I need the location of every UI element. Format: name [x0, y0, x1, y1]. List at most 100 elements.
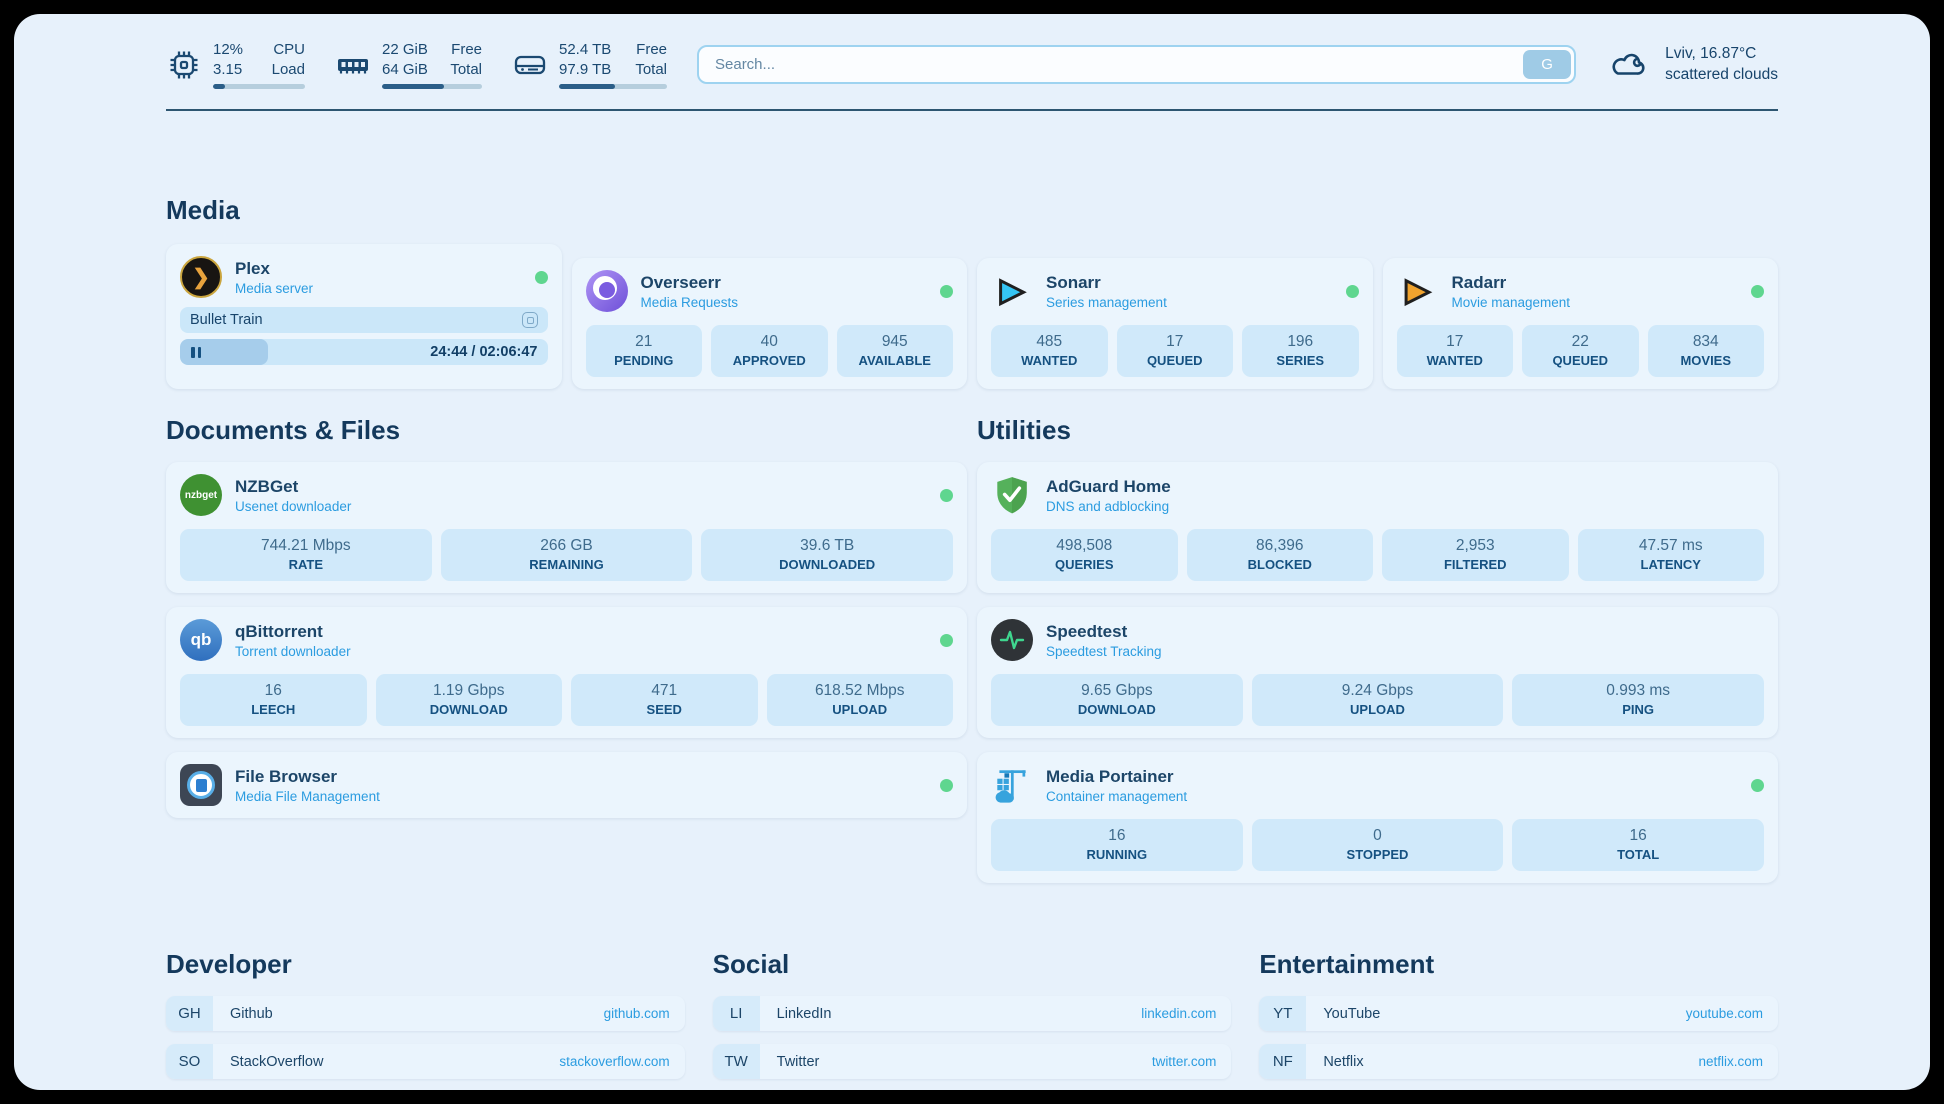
speedtest-header[interactable]: Speedtest Speedtest Tracking [991, 619, 1764, 661]
stat-value: 196 [1287, 333, 1314, 350]
stat-box: 1.19 Gbps DOWNLOAD [375, 674, 562, 726]
bookmark-abbr: NF [1259, 1044, 1307, 1079]
nzbget-icon: nzbget [180, 474, 222, 516]
bookmark-netflix[interactable]: NF Netflix netflix.com [1259, 1044, 1778, 1079]
stat-label: SEED [646, 702, 682, 717]
bookmark-twitter[interactable]: TW Twitter twitter.com [712, 1044, 1232, 1079]
bookmark-abbr: SO [166, 1044, 213, 1079]
overseerr-icon [585, 270, 628, 312]
plex-title: Plex [235, 258, 270, 278]
portainer-icon [995, 770, 1026, 803]
filebrowser-header[interactable]: File Browser Media File Management [180, 764, 953, 806]
stat-box: 618.52 Mbps UPLOAD [766, 674, 953, 726]
section-title-developer: Developer [166, 949, 292, 979]
radarr-subtitle: Movie management [1451, 294, 1571, 310]
bookmark-name: Github [230, 1005, 273, 1022]
stat-label: MOVIES [1680, 353, 1732, 368]
stat-box: 9.65 Gbps DOWNLOAD [991, 674, 1243, 726]
status-dot [534, 270, 548, 284]
bookmark-url: netflix.com [1698, 1054, 1763, 1069]
stat-label: RUNNING [1086, 847, 1148, 862]
qbittorrent-header[interactable]: qb qBittorrent Torrent downloader [180, 619, 953, 661]
disk-total-label: Total [635, 60, 667, 78]
sonarr-subtitle: Series management [1046, 294, 1167, 310]
nzbget-subtitle: Usenet downloader [235, 498, 352, 514]
sonarr-header[interactable]: ▶ Sonarr Series management [991, 270, 1359, 312]
stat-box: 86,396 BLOCKED [1186, 529, 1373, 581]
section-utilities: Utilities AdGuard Home DNS and [977, 415, 1778, 883]
stat-value: 17 [1166, 333, 1184, 350]
bookmark-youtube[interactable]: YT YouTube youtube.com [1259, 996, 1778, 1031]
section-documents: Documents & Files nzbget NZBGet Usenet d… [166, 415, 967, 883]
sonarr-icon: ▶ [999, 274, 1025, 307]
bookmark-linkedin[interactable]: LI LinkedIn linkedin.com [712, 996, 1232, 1031]
status-dot [940, 633, 953, 647]
card-nzbget: nzbget NZBGet Usenet downloader 744.21 M… [166, 462, 967, 593]
filebrowser-title: File Browser [235, 766, 338, 786]
portainer-title: Media Portainer [1046, 766, 1174, 786]
player-progress-bar[interactable]: 24:44 / 02:06:47 [180, 339, 548, 365]
bookmark-stackoverflow[interactable]: SO StackOverflow stackoverflow.com [166, 1044, 685, 1079]
cpu-progress-bar [213, 84, 305, 89]
pause-icon[interactable] [191, 346, 201, 358]
stat-value: 945 [881, 333, 908, 350]
plex-icon: ❯ [180, 256, 222, 298]
adguard-subtitle: DNS and adblocking [1046, 498, 1170, 514]
speedtest-subtitle: Speedtest Tracking [1046, 643, 1162, 659]
disk-free-value: 52.4 TB [559, 41, 612, 58]
adguard-header[interactable]: AdGuard Home DNS and adblocking [991, 474, 1764, 516]
adguard-icon [997, 477, 1027, 514]
stat-label: DOWNLOAD [1077, 702, 1156, 717]
stat-label: DOWNLOADED [779, 557, 876, 572]
nzbget-header[interactable]: nzbget NZBGet Usenet downloader [180, 474, 953, 516]
stat-box: 17 WANTED [1396, 325, 1513, 377]
stat-box: 485 WANTED [991, 325, 1108, 377]
bookmark-url: stackoverflow.com [559, 1054, 670, 1069]
section-title-utilities: Utilities [977, 415, 1071, 445]
filebrowser-subtitle: Media File Management [235, 788, 380, 804]
stat-value: 498,508 [1056, 537, 1113, 554]
stat-label: LEECH [251, 702, 296, 717]
stat-label: PENDING [614, 353, 674, 368]
stat-label: UPLOAD [1350, 702, 1405, 717]
stat-value: 21 [635, 333, 653, 350]
search-provider-button[interactable]: G [1523, 50, 1572, 79]
search-input[interactable] [697, 45, 1577, 84]
stat-box: 2,953 FILTERED [1382, 529, 1569, 581]
card-radarr: ▶ Radarr Movie management 17 WANTED 22 QUEU… [1382, 258, 1778, 389]
stat-value: 39.6 TB [800, 537, 855, 554]
stat-box: 945 AVAILABLE [836, 325, 953, 377]
header-divider [166, 109, 1778, 111]
stat-box: 17 QUEUED [1116, 325, 1233, 377]
overseerr-header[interactable]: Overseerr Media Requests [585, 270, 953, 312]
bookmark-github[interactable]: GH Github github.com [166, 996, 685, 1031]
stat-box: 834 MOVIES [1647, 325, 1764, 377]
filebrowser-icon [180, 764, 222, 806]
speedtest-icon [991, 619, 1033, 661]
memory-widget: 22 GiB 64 GiB Free Total [335, 40, 482, 89]
card-overseerr: Overseerr Media Requests 21 PENDING 40 APPR… [571, 258, 967, 389]
plex-header[interactable]: ❯ Plex Media server [180, 256, 548, 298]
stat-value: 0 [1373, 827, 1382, 844]
bookmark-abbr: GH [166, 996, 213, 1031]
stat-label: WANTED [1021, 353, 1078, 368]
qbittorrent-title: qBittorrent [235, 621, 323, 641]
weather-location-temp: Lviv, 16.87°C [1665, 44, 1757, 62]
stat-label: AVAILABLE [858, 353, 931, 368]
bookmark-name: YouTube [1323, 1005, 1381, 1022]
bookmark-url: youtube.com [1685, 1006, 1763, 1021]
stat-label: RATE [288, 557, 324, 572]
stat-label: LATENCY [1640, 557, 1701, 572]
qbittorrent-subtitle: Torrent downloader [235, 643, 351, 659]
radarr-header[interactable]: ▶ Radarr Movie management [1397, 270, 1764, 312]
stat-label: REMAINING [529, 557, 604, 572]
disk-widget: 52.4 TB 97.9 TB Free Total [512, 40, 667, 89]
portainer-header[interactable]: Media Portainer Container management [991, 764, 1764, 806]
stat-box: 744.21 Mbps RATE [180, 529, 432, 581]
cpu-widget: 12% 3.15 CPU Load [166, 40, 305, 89]
stat-box: 0 STOPPED [1251, 819, 1504, 871]
dashboard-page: 12% 3.15 CPU Load 22 GiB 64 GiB Free Total [14, 14, 1930, 1090]
bookmark-name: LinkedIn [776, 1005, 832, 1022]
card-speedtest: Speedtest Speedtest Tracking 9.65 Gbps DO… [977, 607, 1778, 738]
sonarr-title: Sonarr [1046, 272, 1101, 292]
